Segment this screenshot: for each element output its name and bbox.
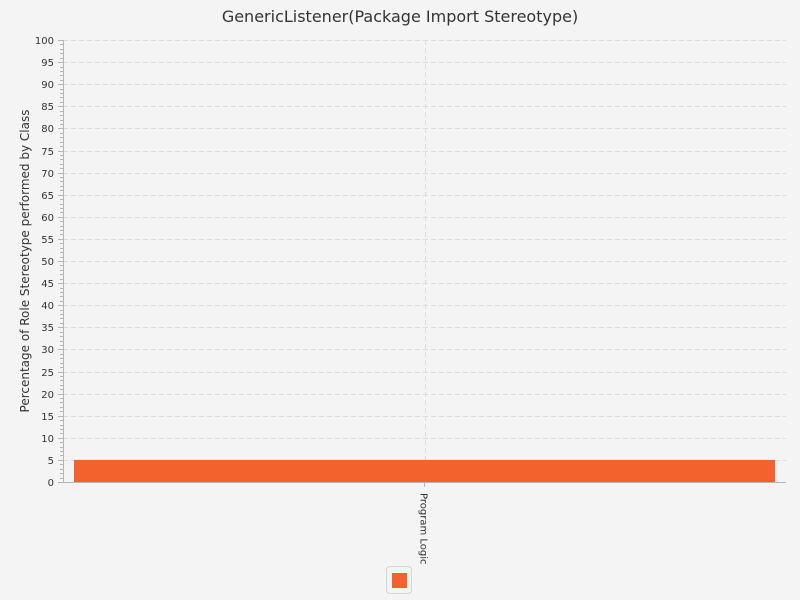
y-tick-label: 35 [41,323,54,334]
chart-title: GenericListener(Package Import Stereotyp… [221,7,579,26]
y-tick-label: 15 [41,412,54,423]
y-tick-label: 10 [41,434,54,445]
y-tick-label: 65 [41,191,54,202]
y-tick-label: 75 [41,147,54,158]
y-tick-label: 100 [35,36,54,47]
y-tick-label: 50 [41,257,54,268]
x-category-label: Program Logic [418,493,429,565]
y-tick-label: 30 [41,345,54,356]
legend [386,566,412,594]
y-tick-label: 70 [41,169,54,180]
y-tick-label: 20 [41,390,54,401]
y-tick-label: 55 [41,235,54,246]
y-tick-label: 80 [41,124,54,135]
y-tick-label: 95 [41,58,54,69]
y-tick-label: 45 [41,279,54,290]
y-tick-label: 85 [41,102,54,113]
y-tick-label: 0 [48,478,54,489]
legend-swatch [392,573,407,588]
y-tick-label: 40 [41,301,54,312]
y-tick-label: 25 [41,368,54,379]
y-tick-label: 60 [41,213,54,224]
bar [74,459,775,482]
y-tick-label: 90 [41,80,54,91]
y-tick-label: 5 [48,456,54,467]
